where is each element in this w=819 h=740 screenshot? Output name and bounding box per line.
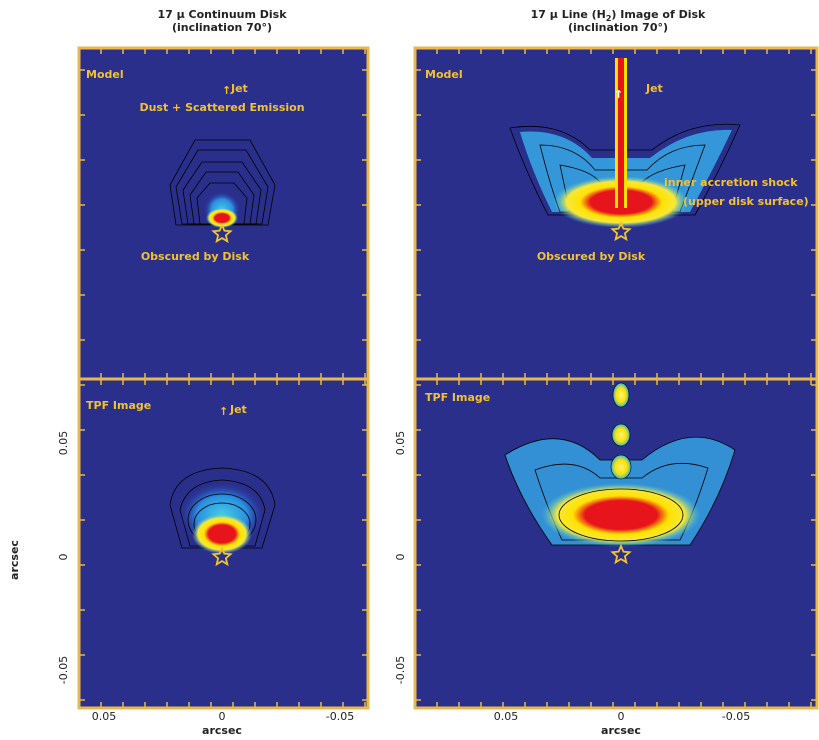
- annotation: Jet: [645, 82, 663, 95]
- y-tick-label: 0: [57, 554, 70, 561]
- panel-subtitle: (inclination 70°): [568, 21, 668, 34]
- left-model-panel-part: [182, 161, 262, 225]
- annotation: (upper disk surface): [683, 195, 809, 208]
- title-part: 17 μ Line (H: [531, 8, 606, 21]
- right-model-panel-part: [509, 123, 741, 216]
- right-tpf-panel-part: [610, 454, 632, 480]
- star-markers: ↑: [211, 88, 632, 567]
- left-model-panel-part: [196, 182, 248, 225]
- frame-ticks: [79, 48, 817, 708]
- y-tick-label: -0.05: [394, 656, 407, 684]
- annotation: Dust + Scattered Emission: [139, 101, 304, 114]
- annotation: Jet: [230, 82, 248, 95]
- right-tpf-panel-part: [541, 483, 701, 547]
- arrow: ↑: [219, 405, 228, 418]
- panel-label: Model: [86, 68, 124, 81]
- star: [610, 543, 632, 565]
- left-model-panel: [79, 48, 368, 378]
- left-tpf-panel-part: [192, 514, 252, 554]
- panel-title: 17 μ Line (H2) Image of Disk: [531, 8, 706, 23]
- panel-label: TPF Image: [86, 399, 151, 412]
- left-tpf-panel: [79, 380, 368, 708]
- star: [211, 545, 233, 567]
- arrow: ↑: [222, 84, 231, 97]
- panel-label: TPF Image: [425, 391, 490, 404]
- star: [610, 220, 632, 242]
- x-tick-label: 0: [219, 710, 226, 723]
- left-tpf-panel-part: [179, 479, 266, 547]
- right-tpf-panel-part: [612, 382, 630, 408]
- arrow: ↑: [614, 88, 623, 101]
- star: [211, 222, 233, 244]
- panel-label: Model: [425, 68, 463, 81]
- panel-subtitle: (inclination 70°): [172, 21, 272, 34]
- x-tick-label: 0.05: [92, 710, 117, 723]
- x-axis-label: arcsec: [601, 724, 641, 737]
- title-subscript: 2: [606, 14, 612, 23]
- right-tpf-panel: [415, 380, 817, 708]
- right-tpf-panel-part: [611, 423, 631, 447]
- title-part: ) Image of Disk: [611, 8, 706, 21]
- left-tpf-panel-part: [169, 467, 276, 549]
- x-tick-label: -0.05: [722, 710, 750, 723]
- x-tick-label: -0.05: [326, 710, 354, 723]
- left-model-panel-part: [206, 208, 238, 228]
- x-axis-label: arcsec: [202, 724, 242, 737]
- x-tick-label: 0.05: [494, 710, 519, 723]
- y-tick-label: -0.05: [57, 656, 70, 684]
- left-model-panel-part: [189, 171, 255, 225]
- annotation: inner accretion shock: [664, 176, 798, 189]
- right-model-panel-part: [618, 58, 624, 208]
- y-tick-label: 0.05: [57, 431, 70, 456]
- left-model-panel-part: [169, 139, 276, 226]
- left-model-panel-part: [175, 149, 269, 225]
- right-tpf-panel-part: [504, 436, 736, 546]
- y-tick-label: 0.05: [394, 431, 407, 456]
- annotation: Obscured by Disk: [537, 250, 646, 263]
- tick-labels: 0.05 0 -0.05 0.05 0 -0.05 0.05 0 -0.05 0.05 0 -0.05: [57, 431, 750, 723]
- right-tpf-panel-part: [558, 488, 684, 542]
- panel-title: 17 μ Continuum Disk: [157, 8, 287, 21]
- y-axis-label: arcsec: [8, 540, 21, 580]
- y-tick-label: 0: [394, 554, 407, 561]
- right-model-panel: [415, 48, 817, 378]
- x-tick-label: 0: [618, 710, 625, 723]
- annotation: Jet: [229, 403, 247, 416]
- annotation: Obscured by Disk: [141, 250, 250, 263]
